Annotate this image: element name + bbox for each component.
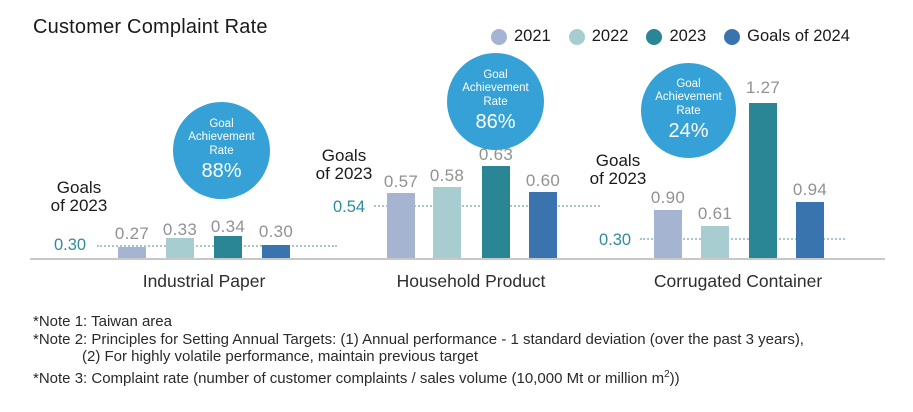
goals-2023-label-industrial-paper: Goals of 2023 <box>41 179 117 215</box>
bar-industrial-paper-2021 <box>118 247 146 259</box>
goal-achievement-bubble-industrial-paper: Goal Achievement Rate 88% <box>173 102 270 199</box>
bubble-line: Achievement <box>655 91 722 104</box>
legend-item-2022: 2022 <box>568 27 629 46</box>
goal-achievement-bubble-household-product: Goal Achievement Rate 86% <box>447 53 544 150</box>
bar-household-product-2022 <box>433 187 461 259</box>
category-label-household-product: Household Product <box>396 271 546 291</box>
goal-achievement-rate: 24% <box>668 120 709 143</box>
goals-year: of 2023 <box>50 196 108 215</box>
goal-achievement-bubble-corrugated-container: Goal Achievement Rate 24% <box>641 63 736 158</box>
bar-industrial-paper-2022 <box>166 238 194 259</box>
goal-achievement-rate: 86% <box>475 111 516 134</box>
footnote-2-line1: *Note 2: Principles for Setting Annual T… <box>33 330 804 348</box>
bar-household-product-goals-2024 <box>529 192 557 259</box>
goals-2023-label-corrugated-container: Goals of 2023 <box>580 152 656 188</box>
x-axis-line <box>30 258 885 260</box>
legend-dot-2022-icon <box>568 28 585 45</box>
page-title: Customer Complaint Rate <box>33 16 268 38</box>
legend-dot-2021-icon <box>491 28 507 45</box>
footnotes: *Note 1: Taiwan area *Note 2: Principles… <box>33 313 804 387</box>
bar-value-label: 0.27 <box>114 224 150 243</box>
goals-word: Goals <box>595 151 641 170</box>
bar-industrial-paper-2023 <box>214 236 242 259</box>
goal-dotted-line-corrugated-container <box>640 238 845 240</box>
legend-dot-goals-2024-icon <box>724 28 741 45</box>
bar-corrugated-container-2022 <box>701 226 729 259</box>
bar-value-label: 0.57 <box>383 172 419 191</box>
footnote-3-close: )) <box>669 369 680 387</box>
category-label-industrial-paper: Industrial Paper <box>142 271 266 291</box>
bar-value-label: 0.61 <box>697 204 733 223</box>
legend-label-2022: 2022 <box>591 27 629 45</box>
bubble-line: Goal <box>483 68 508 81</box>
bar-value-label: 0.33 <box>162 220 198 239</box>
bubble-line: Goal <box>209 117 234 130</box>
bubble-line: Rate <box>676 104 701 117</box>
bar-value-label: 0.94 <box>792 180 828 199</box>
legend-item-2021: 2021 <box>491 27 551 46</box>
bar-value-label: 0.34 <box>210 217 246 236</box>
category-label-corrugated-container: Corrugated Container <box>653 271 823 291</box>
footnote-1: *Note 1: Taiwan area <box>33 313 172 330</box>
footnote-2-line2: (2) For highly volatile performance, mai… <box>82 348 479 365</box>
footnote-3: *Note 3: Complaint rate (number of custo… <box>33 366 804 388</box>
goal-value-industrial-paper: 0.30 <box>53 236 87 254</box>
bar-corrugated-container-2023 <box>749 103 777 259</box>
bubble-line: Achievement <box>188 131 255 144</box>
legend-label-goals-2024: Goals of 2024 <box>747 27 850 45</box>
bar-value-label: 0.60 <box>525 171 561 190</box>
bar-value-label: 0.63 <box>478 145 514 164</box>
bar-corrugated-container-goals-2024 <box>796 202 824 259</box>
bubble-line: Rate <box>483 95 508 108</box>
bubble-line: Goal <box>676 77 701 90</box>
goals-year: of 2023 <box>315 164 373 183</box>
bar-value-label: 0.90 <box>650 188 686 207</box>
legend-label-2023: 2023 <box>669 27 707 45</box>
goals-word: Goals <box>56 178 102 197</box>
footnote-3-text: *Note 3: Complaint rate (number of custo… <box>33 369 665 387</box>
bar-household-product-2023 <box>482 166 510 259</box>
legend: 2021 2022 2023 Goals of 2024 <box>491 27 850 46</box>
bar-value-label: 0.30 <box>258 222 294 241</box>
bar-industrial-paper-goals-2024 <box>262 245 290 259</box>
goals-word: Goals <box>321 146 367 165</box>
bar-corrugated-container-2021 <box>654 210 682 259</box>
goals-2023-label-household-product: Goals of 2023 <box>306 147 382 183</box>
legend-label-2021: 2021 <box>514 27 551 45</box>
bubble-line: Rate <box>209 144 234 157</box>
bar-value-label: 0.58 <box>429 166 465 185</box>
legend-item-2023: 2023 <box>646 27 706 46</box>
footnote-3-superscript: 2 <box>664 368 670 380</box>
bar-value-label: 1.27 <box>745 78 781 97</box>
goals-year: of 2023 <box>589 169 647 188</box>
goal-value-corrugated-container: 0.30 <box>598 231 632 249</box>
goal-achievement-rate: 88% <box>201 160 242 183</box>
bar-household-product-2021 <box>387 193 415 259</box>
bubble-line: Achievement <box>462 82 529 95</box>
legend-dot-2023-icon <box>646 28 663 45</box>
goal-value-household-product: 0.54 <box>332 198 366 216</box>
legend-item-goals-2024: Goals of 2024 <box>724 27 850 46</box>
